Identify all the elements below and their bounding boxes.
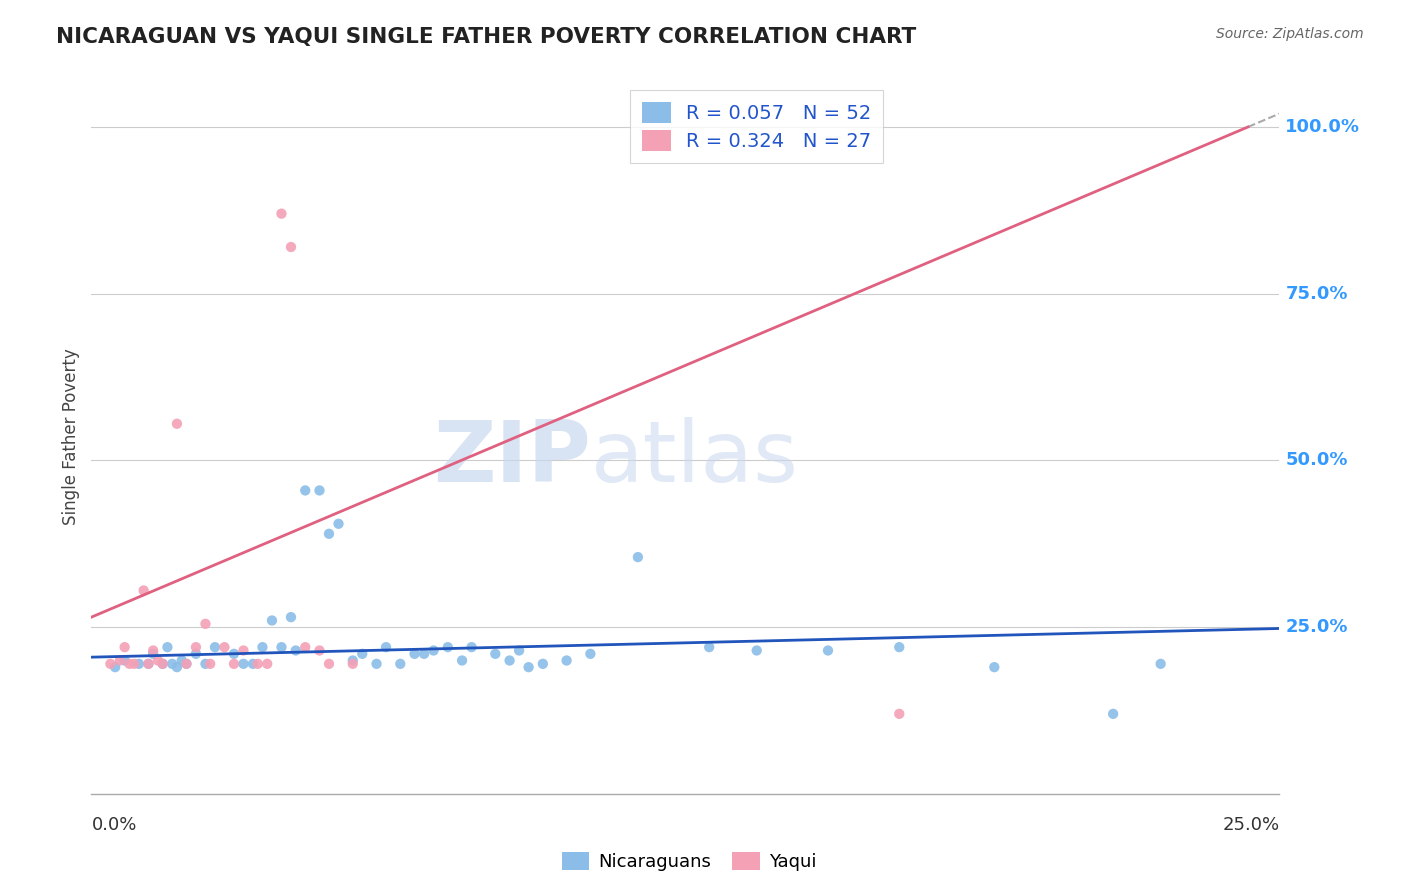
Point [104,660,127,674]
Point [817,643,839,657]
Point [204,640,226,655]
Point [531,657,554,671]
Point [176,657,198,671]
Point [194,657,217,671]
Text: 25.0%: 25.0% [1285,618,1348,636]
Point [108,653,131,667]
Legend: Nicaraguans, Yaqui: Nicaraguans, Yaqui [554,845,824,879]
Point [983,660,1005,674]
Point [246,657,269,671]
Point [166,417,188,431]
Point [352,647,374,661]
Point [555,653,578,667]
Point [222,647,245,661]
Point [280,240,302,254]
Point [328,516,350,531]
Point [270,640,292,655]
Point [142,647,165,661]
Point [146,653,169,667]
Point [132,583,155,598]
Text: 75.0%: 75.0% [1285,285,1348,302]
Point [100,657,122,671]
Point [308,643,330,657]
Text: ZIP: ZIP [433,417,591,500]
Point [184,640,207,655]
Point [517,660,540,674]
Point [294,483,316,498]
Point [176,657,198,671]
Text: 25.0%: 25.0% [1222,816,1279,834]
Point [242,657,264,671]
Point [342,653,364,667]
Point [170,653,193,667]
Point [280,610,302,624]
Point [252,640,274,655]
Point [260,614,283,628]
Point [294,640,316,655]
Point [1102,706,1125,721]
Point [200,657,222,671]
Text: Source: ZipAtlas.com: Source: ZipAtlas.com [1216,27,1364,41]
Point [128,657,150,671]
Point [366,657,388,671]
Point [270,207,292,221]
Point [889,706,911,721]
Point [436,640,458,655]
Point [138,657,160,671]
Point [579,647,602,661]
Point [152,657,174,671]
Point [138,657,160,671]
Point [498,653,520,667]
Point [114,653,136,667]
Point [627,550,650,565]
Point [375,640,398,655]
Legend: R = 0.057   N = 52, R = 0.324   N = 27: R = 0.057 N = 52, R = 0.324 N = 27 [630,90,883,162]
Point [697,640,720,655]
Text: 100.0%: 100.0% [1285,118,1361,136]
Point [308,483,330,498]
Point [222,657,245,671]
Point [484,647,506,661]
Point [152,657,174,671]
Point [389,657,412,671]
Point [422,643,444,657]
Point [745,643,768,657]
Point [508,643,530,657]
Point [342,657,364,671]
Point [1149,657,1171,671]
Text: 50.0%: 50.0% [1285,451,1348,469]
Point [118,657,141,671]
Point [256,657,278,671]
Point [160,657,183,671]
Point [460,640,482,655]
Text: atlas: atlas [591,417,799,500]
Point [284,643,307,657]
Point [122,657,145,671]
Point [184,647,207,661]
Point [318,526,340,541]
Point [214,640,236,655]
Point [166,660,188,674]
Text: 0.0%: 0.0% [91,816,136,834]
Point [232,643,254,657]
Point [114,640,136,655]
Y-axis label: Single Father Poverty: Single Father Poverty [62,349,80,525]
Point [889,640,911,655]
Text: NICARAGUAN VS YAQUI SINGLE FATHER POVERTY CORRELATION CHART: NICARAGUAN VS YAQUI SINGLE FATHER POVERT… [56,27,917,46]
Point [156,640,179,655]
Point [318,657,340,671]
Point [194,616,217,631]
Point [451,653,474,667]
Point [142,643,165,657]
Point [404,647,426,661]
Point [413,647,436,661]
Point [232,657,254,671]
